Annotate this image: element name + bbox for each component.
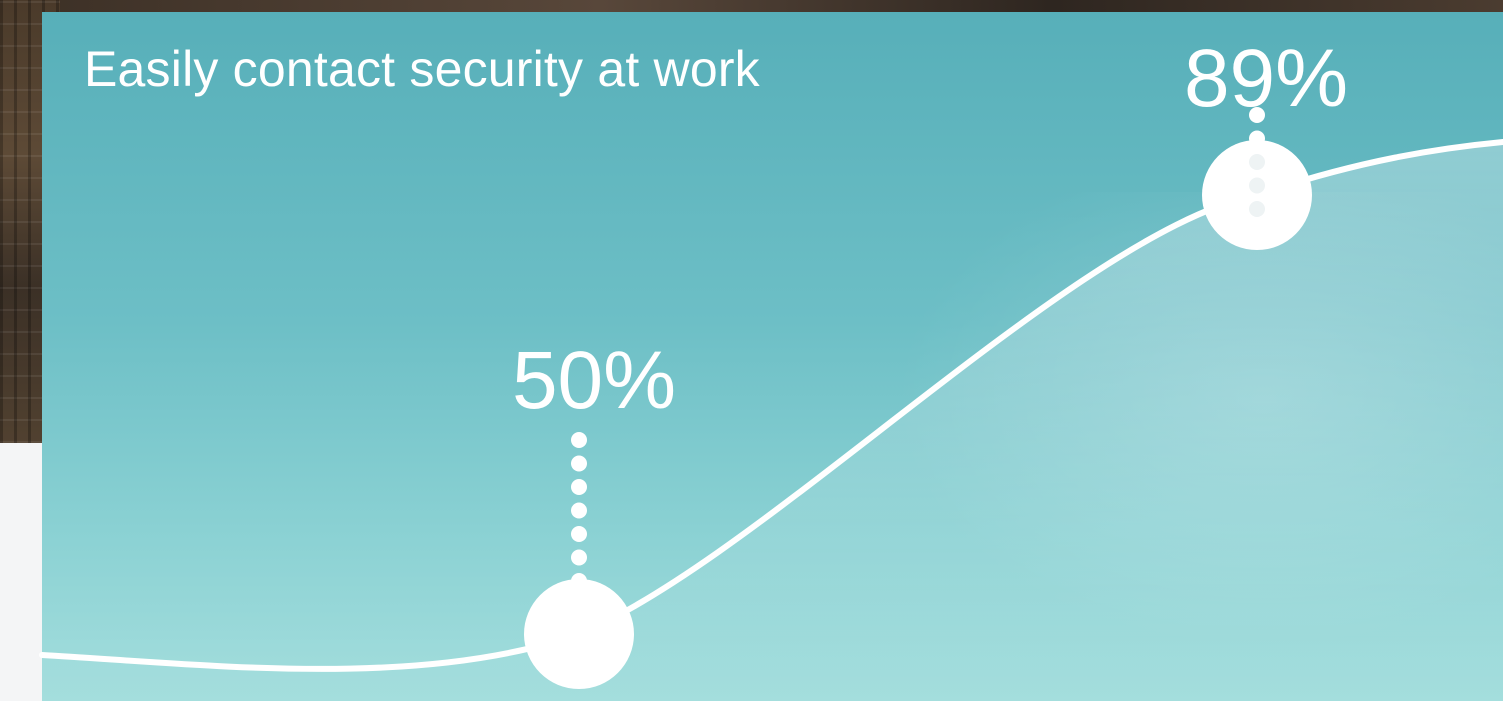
highlight-markers: 50% 89% — [512, 33, 1348, 689]
leader-dots-2 — [1249, 107, 1265, 217]
data-point-1 — [524, 579, 634, 689]
series-line — [39, 139, 1503, 672]
chart-title: Easily contact security at work — [84, 41, 760, 97]
area-under-curve — [42, 142, 1503, 701]
background-page — [0, 443, 45, 701]
leader-dots-1 — [571, 432, 587, 589]
background-photo-top — [0, 0, 1503, 12]
value-label-1: 50% — [512, 335, 676, 426]
data-point-2 — [1202, 140, 1312, 250]
value-label-2: 89% — [1184, 33, 1348, 124]
